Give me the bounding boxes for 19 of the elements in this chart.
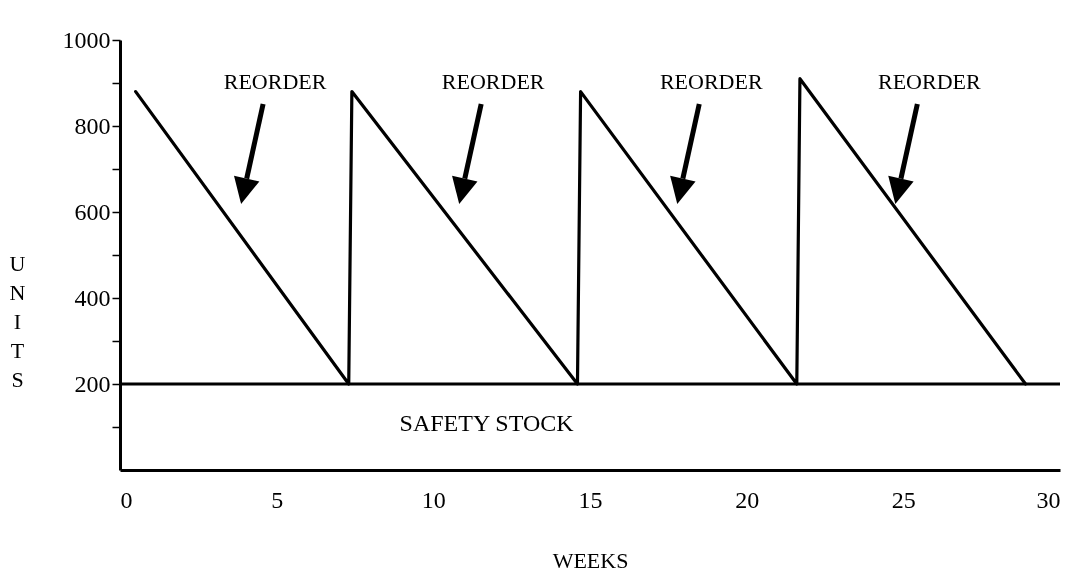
x-tick-label: 10: [421, 486, 446, 513]
annotation: REORDER: [878, 69, 981, 94]
x-tick-label: 0: [120, 486, 133, 513]
annotation: REORDER: [659, 69, 763, 94]
y-tick-label: 200: [74, 370, 111, 397]
y-axis-title: UNITS: [9, 251, 26, 393]
x-tick-label: 20: [735, 486, 760, 513]
y-tick-label: 400: [74, 284, 111, 311]
x-tick-label: 25: [891, 486, 916, 513]
annotation: REORDER: [441, 69, 545, 94]
ref-line-label: SAFETY STOCK: [399, 410, 575, 436]
y-tick-label: 800: [74, 112, 111, 139]
x-tick-label: 5: [271, 486, 284, 513]
x-tick-label: 30: [1036, 486, 1061, 513]
x-tick-label: 15: [578, 486, 603, 513]
x-axis-title: WEEKS: [552, 547, 629, 573]
y-tick-label: 600: [74, 198, 111, 225]
y-tick-label: 1000: [62, 26, 111, 53]
annotation: REORDER: [223, 69, 327, 94]
